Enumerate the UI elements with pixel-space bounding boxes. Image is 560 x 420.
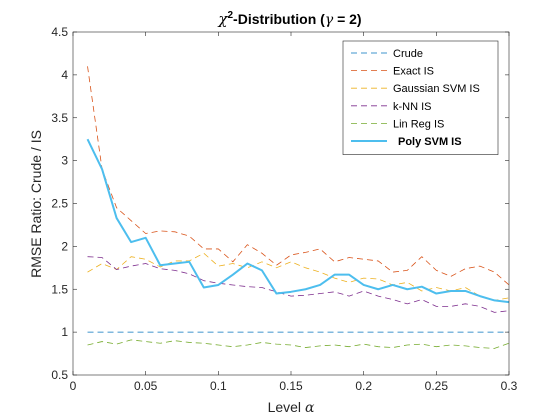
y-tick-label: 3.5 [51,111,68,125]
title-chi: χ [217,10,228,28]
y-tick-label: 3 [61,154,68,168]
x-axis-label-alpha: α [305,400,315,416]
legend-label-1: Exact IS [393,66,434,78]
legend-label-3: k-NN IS [393,101,432,113]
y-tick-label: 1 [61,325,68,339]
x-axis-label: Level α [268,399,315,416]
y-tick-label: 2.5 [51,197,68,211]
y-axis-label: RMSE Ratio: Crude / IS [28,130,44,278]
series-line-2 [87,252,510,301]
x-tick-label: 0.15 [279,379,303,393]
series-line-5 [86,138,510,304]
title-gamma: γ [325,12,334,28]
legend-label-5: Poly SVM IS [398,136,462,148]
x-tick-label: 0.3 [501,379,518,393]
y-tick-label: 4.5 [51,25,68,39]
series-line-4 [87,339,510,349]
series-line-1 [87,66,510,286]
title-superscript: 2 [227,10,233,21]
y-tick-label: 1.5 [51,282,68,296]
title-middle: -Distribution ( [233,11,325,27]
x-tick-label: 0.25 [425,379,449,393]
x-tick-label: 0.1 [210,379,227,393]
x-tick-label: 0.2 [355,379,372,393]
y-tick-label: 0.5 [51,368,68,382]
legend-label-4: Lin Reg IS [393,118,444,130]
title-end: = 2) [333,11,361,27]
legend-label-0: Crude [393,48,423,60]
x-tick-label: 0.05 [134,379,158,393]
legend: Crude Exact IS Gaussian SVM IS k-NN IS Lin R… [342,40,499,155]
y-tick-label: 2 [61,239,68,253]
axes [72,31,510,376]
x-axis-label-text: Level [268,399,305,415]
series-line-3 [87,256,510,313]
tick-labels: 0 0.05 0.1 0.15 0.2 0.25 0.3 0.5 1 1.5 2 2.5 3 3.5 4 4.… [51,25,517,393]
chart-title: χ2-Distribution (γ = 2) [217,10,361,28]
y-tick-label: 4 [61,68,68,82]
legend-box [342,40,499,155]
legend-label-2: Gaussian SVM IS [393,83,480,95]
x-tick-label: 0 [70,379,77,393]
